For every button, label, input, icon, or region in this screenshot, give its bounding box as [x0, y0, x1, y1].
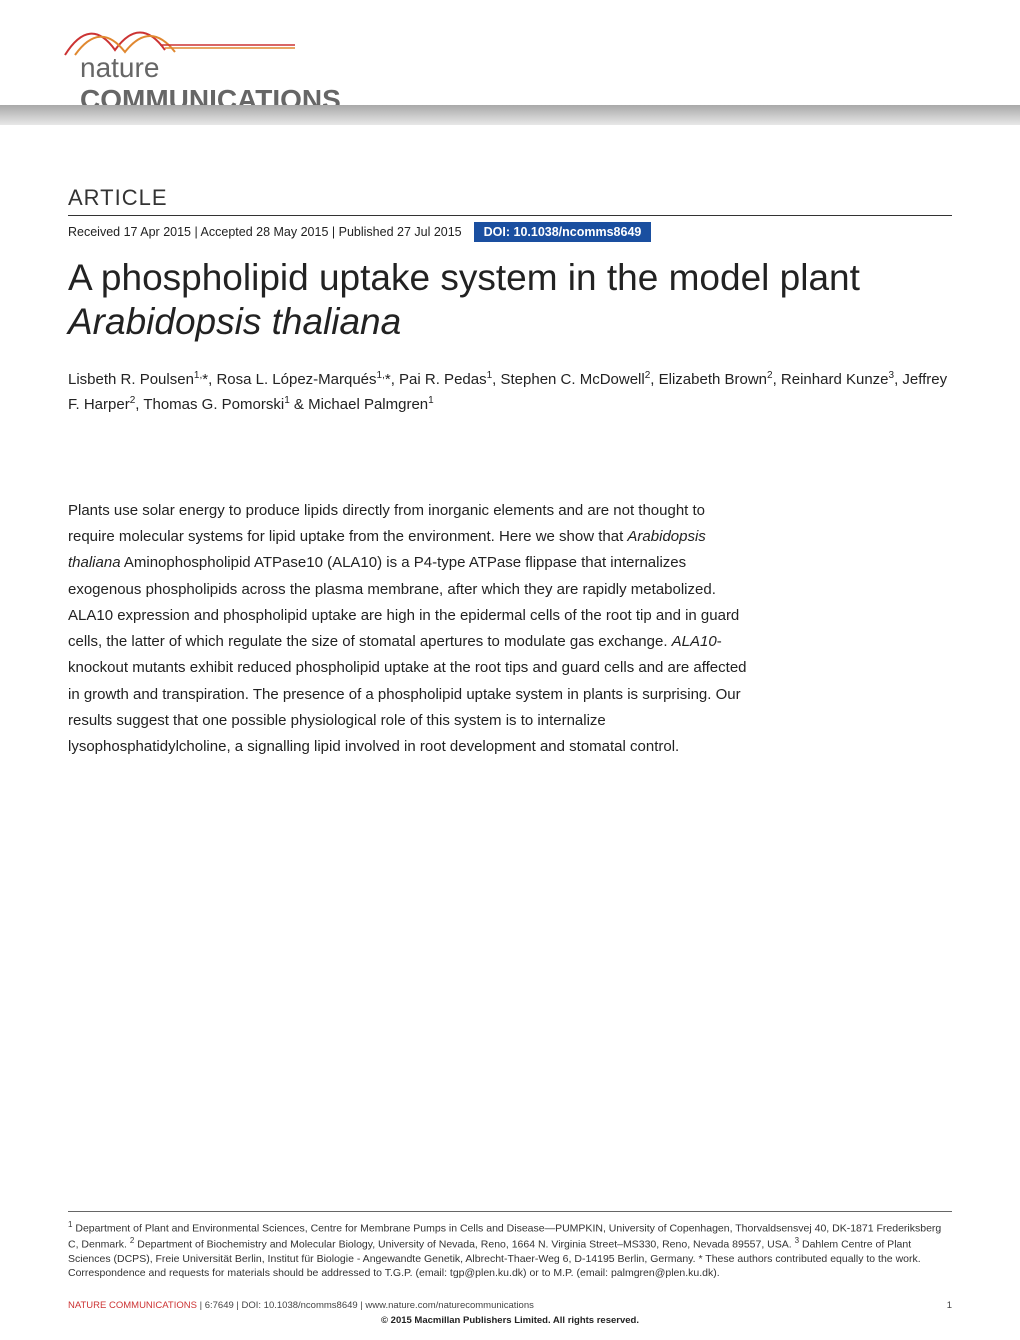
- title-text: A phospholipid uptake system in the mode…: [68, 257, 860, 298]
- affiliations: 1 Department of Plant and Environmental …: [68, 1211, 952, 1280]
- received-date: Received 17 Apr 2015: [68, 225, 191, 239]
- footer-copyright: © 2015 Macmillan Publishers Limited. All…: [68, 1315, 952, 1326]
- abstract-text: Plants use solar energy to produce lipid…: [68, 502, 705, 545]
- abstract-gene-italic: ALA10: [672, 633, 717, 650]
- footer-citation: NATURE COMMUNICATIONS | 6:7649 | DOI: 10…: [68, 1300, 952, 1311]
- footer-citation-rest: | 6:7649 | DOI: 10.1038/ncomms8649 | www…: [197, 1300, 534, 1311]
- article-content: ARTICLE Received 17 Apr 2015 | Accepted …: [0, 130, 1020, 760]
- article-dates: Received 17 Apr 2015 | Accepted 28 May 2…: [68, 225, 462, 239]
- article-type-label: ARTICLE: [68, 185, 952, 211]
- article-meta-line: Received 17 Apr 2015 | Accepted 28 May 2…: [68, 215, 952, 242]
- article-title: A phospholipid uptake system in the mode…: [68, 256, 952, 345]
- accepted-date: Accepted 28 May 2015: [201, 225, 329, 239]
- abstract: Plants use solar energy to produce lipid…: [68, 498, 748, 761]
- published-date: Published 27 Jul 2015: [339, 225, 462, 239]
- abstract-text: Aminophospholipid ATPase10 (ALA10) is a …: [68, 554, 739, 650]
- meta-separator: |: [332, 225, 339, 239]
- page-number: 1: [947, 1300, 952, 1311]
- swoosh-icon: [60, 10, 300, 60]
- page-footer: NATURE COMMUNICATIONS | 6:7649 | DOI: 10…: [68, 1300, 952, 1326]
- footer-journal-name: NATURE COMMUNICATIONS: [68, 1300, 197, 1311]
- doi-badge[interactable]: DOI: 10.1038/ncomms8649: [474, 222, 652, 242]
- title-italic-species: Arabidopsis thaliana: [68, 301, 401, 342]
- abstract-text: -knockout mutants exhibit reduced phosph…: [68, 633, 747, 755]
- journal-logo: nature COMMUNICATIONS: [60, 10, 341, 116]
- journal-header: nature COMMUNICATIONS: [0, 0, 1020, 130]
- header-gradient-strip: [0, 105, 1020, 125]
- authors-list: Lisbeth R. Poulsen1,*, Rosa L. López-Mar…: [68, 367, 952, 418]
